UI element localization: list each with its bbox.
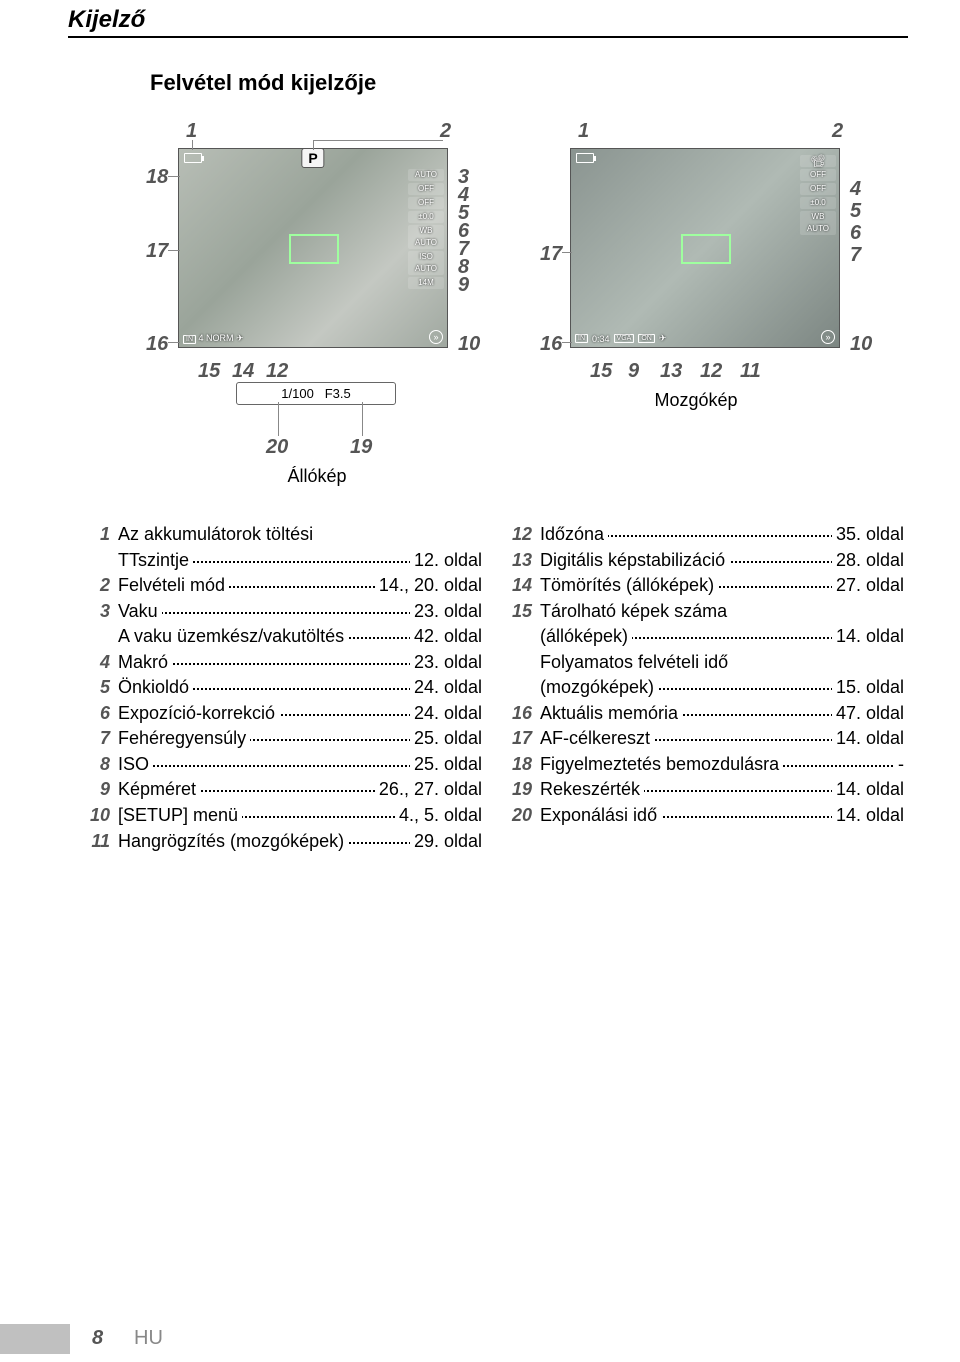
callout: 7 [850, 244, 861, 267]
callout: 15 [198, 360, 220, 383]
callout: 1 [578, 120, 589, 143]
bottom-left-badges: IN 4 NORM ✈ [183, 333, 244, 344]
callout: 14 [232, 360, 254, 383]
section-title: Kijelző [68, 6, 145, 34]
callout: 18 [146, 166, 168, 189]
legend-right-column: 12Időzóna35. oldal 13Digitális képstabil… [504, 522, 904, 829]
setup-arrow-icon: » [429, 330, 443, 344]
callout: 17 [540, 243, 562, 266]
callout: 19 [350, 436, 372, 459]
battery-icon [576, 153, 594, 163]
icon-column-right: 📽 OFF OFF ±0.0 WB AUTO [800, 155, 836, 237]
footer-tab [0, 1324, 70, 1354]
callout: 16 [146, 333, 168, 356]
callout: 6 [850, 222, 861, 245]
caption-movie: Mozgókép [626, 390, 766, 411]
lcd-still-photo: P AUTO OFF OFF ±0.0 WB AUTO ISO AUTO 14M… [178, 148, 448, 348]
battery-icon [184, 153, 202, 163]
lcd-movie: 📽 OFF OFF ±0.0 WB AUTO IN 0:34 VGA ON ✈ … [570, 148, 840, 348]
callout: 10 [850, 333, 872, 356]
movie-icon: 📽 [800, 155, 836, 167]
subtitle: Felvétel mód kijelzője [150, 70, 376, 96]
callout: 9 [458, 274, 469, 297]
mode-indicator: P [301, 148, 324, 168]
setup-arrow-icon: » [821, 330, 835, 344]
callout: 4 [850, 178, 861, 201]
movie-bottom-bar: IN 0:34 VGA ON ✈ [575, 333, 666, 344]
caption-still: Állókép [262, 466, 372, 487]
callout: 12 [266, 360, 288, 383]
legend-left-column: 1Az akkumulátorok töltési TTszintje12. o… [82, 522, 482, 854]
callout: 17 [146, 240, 168, 263]
callout: 9 [628, 360, 639, 383]
callout: 5 [850, 200, 861, 223]
page-number: 8 [92, 1327, 103, 1350]
callout: 13 [660, 360, 682, 383]
exposure-info-box: 1/100 F3.5 [236, 382, 396, 405]
af-target-icon [289, 234, 339, 264]
callout: 2 [832, 120, 843, 143]
language-code: HU [134, 1327, 163, 1350]
callout: 11 [740, 360, 761, 383]
callout: 12 [700, 360, 722, 383]
af-target-icon [681, 234, 731, 264]
callout: 15 [590, 360, 612, 383]
header-underline [68, 36, 908, 38]
icon-column-left: AUTO OFF OFF ±0.0 WB AUTO ISO AUTO 14M [408, 169, 444, 291]
callout: 10 [458, 333, 480, 356]
callout: 16 [540, 333, 562, 356]
callout: 20 [266, 436, 288, 459]
